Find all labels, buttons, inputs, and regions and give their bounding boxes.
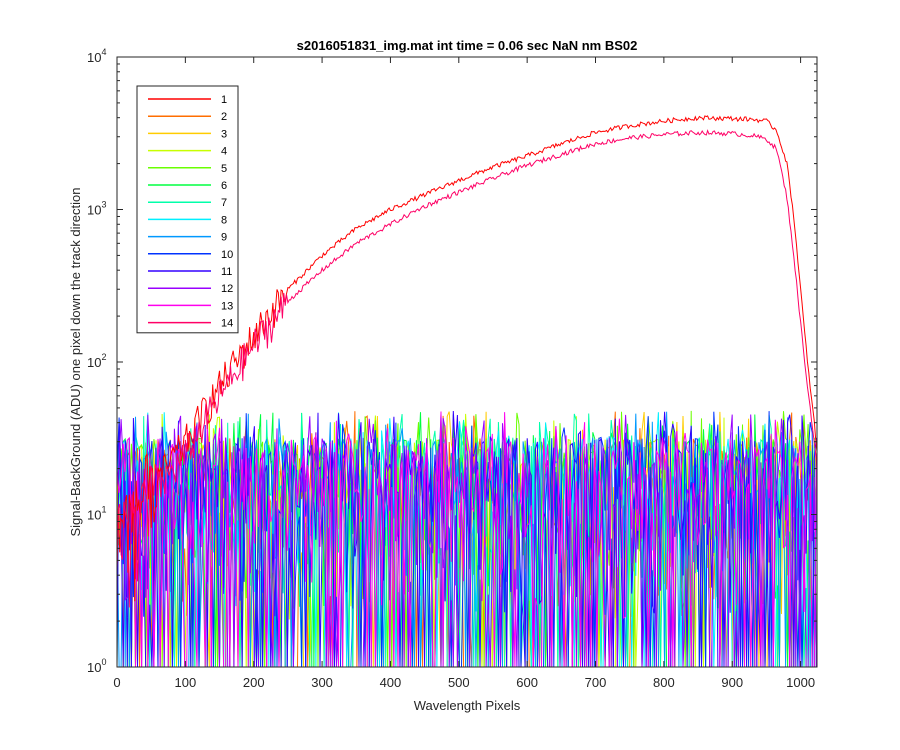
legend-label-12: 12: [221, 283, 233, 295]
series-13-line: [117, 411, 817, 667]
x-tick-label: 500: [448, 675, 470, 690]
x-tick-label: 400: [380, 675, 402, 690]
x-tick-label: 0: [113, 675, 120, 690]
y-tick-label: 101: [87, 505, 106, 523]
legend-label-2: 2: [221, 111, 227, 123]
x-tick-label: 600: [516, 675, 538, 690]
y-tick-label: 102: [87, 352, 106, 370]
legend-label-11: 11: [221, 266, 232, 278]
x-tick-label: 1000: [786, 675, 815, 690]
y-tick-label: 103: [87, 200, 106, 218]
x-tick-label: 800: [653, 675, 675, 690]
x-tick-label: 700: [585, 675, 607, 690]
noise-series-layer: [117, 410, 817, 667]
legend-label-13: 13: [221, 300, 233, 312]
y-tick-label: 100: [87, 657, 106, 675]
y-tick-label: 104: [87, 47, 106, 65]
chart-title: s2016051831_img.mat int time = 0.06 sec …: [297, 38, 638, 53]
series-7-line: [117, 413, 817, 667]
x-tick-label: 300: [311, 675, 333, 690]
series-10-line: [117, 411, 817, 667]
x-axis-label: Wavelength Pixels: [414, 698, 521, 713]
x-tick-label: 900: [721, 675, 743, 690]
signal-series-layer: [117, 115, 817, 608]
y-axis-label: Signal-BackGround (ADU) one pixel down t…: [68, 187, 83, 536]
legend-label-5: 5: [221, 163, 227, 175]
series-12-line: [117, 414, 817, 667]
legend-label-9: 9: [221, 232, 227, 244]
legend-label-10: 10: [221, 249, 233, 261]
legend-label-7: 7: [221, 197, 227, 209]
legend-label-6: 6: [221, 180, 227, 192]
legend-label-3: 3: [221, 128, 227, 140]
x-tick-label: 100: [175, 675, 197, 690]
x-axis: 0 100 200 300 400 500 600 700 800 900 1000: [113, 57, 815, 690]
x-tick-label: 200: [243, 675, 265, 690]
legend-label-4: 4: [221, 146, 227, 158]
series-1-line: [117, 115, 817, 602]
legend-label-14: 14: [221, 318, 233, 330]
series-14-line: [117, 129, 817, 608]
legend-box: [136, 85, 239, 334]
legend-label-8: 8: [221, 214, 227, 226]
legend-label-1: 1: [221, 94, 227, 106]
